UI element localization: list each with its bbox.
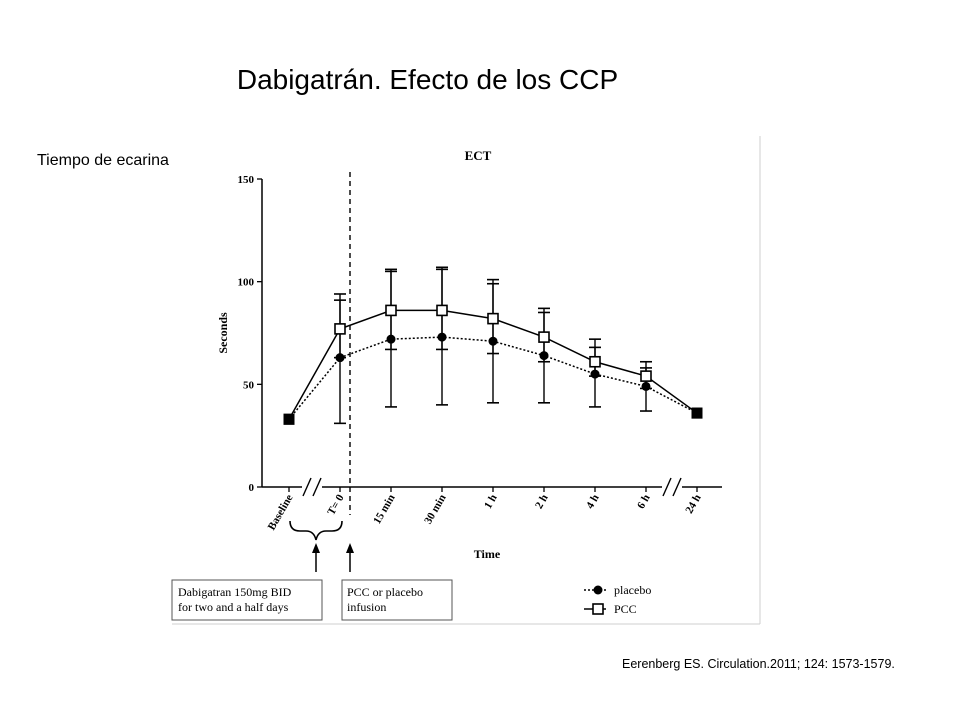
- data-point-pcc: [487, 312, 499, 325]
- data-point-pcc: [691, 407, 703, 419]
- dabigatran-annotation-box: [171, 579, 323, 621]
- legend-placebo-marker: [593, 585, 603, 595]
- data-point-placebo: [335, 353, 345, 363]
- data-point-placebo: [590, 369, 600, 379]
- data-point-pcc: [334, 323, 346, 335]
- infusion-annotation-box: [341, 579, 453, 621]
- dabigatran-arrow-head: [312, 543, 320, 553]
- data-point-pcc: [538, 331, 550, 343]
- x-tick-label: 6 h: [635, 493, 653, 511]
- dabigatran-annotation-line1: Dabigatran 150mg BID: [178, 585, 292, 599]
- y-tick-label: 50: [243, 379, 255, 391]
- y-tick-label: 100: [238, 277, 255, 289]
- dabigatran-annotation-line2: for two and a half days: [178, 600, 289, 614]
- data-point-pcc: [385, 304, 397, 317]
- x-axis-break-1-a: [302, 477, 312, 497]
- axes: [261, 179, 722, 497]
- y-tick-label: 150: [238, 174, 255, 186]
- x-axis-break-2-a: [662, 477, 672, 497]
- dosing-period-brace: [289, 520, 343, 541]
- infusion-annotation-line2: infusion: [347, 600, 386, 614]
- x-axis-label: Time: [474, 547, 501, 561]
- x-tick-label: 1 h: [482, 493, 500, 511]
- data-point-placebo: [386, 334, 396, 344]
- data-point-pcc: [283, 413, 295, 425]
- data-point-placebo: [437, 332, 447, 342]
- x-tick-label: 24 h: [683, 493, 703, 516]
- y-ticks: 0 50 100 150: [238, 174, 262, 494]
- x-axis-break-2-b: [672, 477, 682, 497]
- x-tick-label: 30 min: [422, 493, 448, 527]
- citation: Eerenberg ES. Circulation.2011; 124: 157…: [622, 657, 895, 671]
- x-tick-label: 4 h: [584, 493, 602, 511]
- data-point-placebo: [641, 381, 651, 391]
- legend-placebo-label: placebo: [614, 583, 651, 597]
- chart-title: ECT: [465, 148, 492, 163]
- x-tick-label: T= 0: [325, 492, 347, 517]
- infusion-arrow-head: [346, 543, 354, 553]
- x-tick-label: 15 min: [371, 493, 397, 527]
- y-axis-label: Seconds: [216, 312, 230, 354]
- plot-marks: [283, 266, 703, 425]
- x-axis-break-1-b: [312, 477, 322, 497]
- x-tick-label: 2 h: [533, 493, 551, 511]
- legend-pcc-label: PCC: [614, 602, 637, 616]
- data-point-pcc: [436, 304, 448, 317]
- legend: placebo PCC: [584, 583, 651, 616]
- data-point-placebo: [539, 351, 549, 361]
- y-tick-label: 0: [249, 482, 255, 494]
- data-point-pcc: [589, 355, 601, 368]
- data-point-placebo: [488, 336, 498, 346]
- legend-pcc-marker: [592, 603, 604, 615]
- chart-subtitle: Tiempo de ecarina: [37, 152, 169, 169]
- infusion-annotation-line1: PCC or placebo: [347, 585, 423, 599]
- data-point-pcc: [640, 370, 652, 382]
- slide-title: Dabigatrán. Efecto de los CCP: [236, 64, 619, 95]
